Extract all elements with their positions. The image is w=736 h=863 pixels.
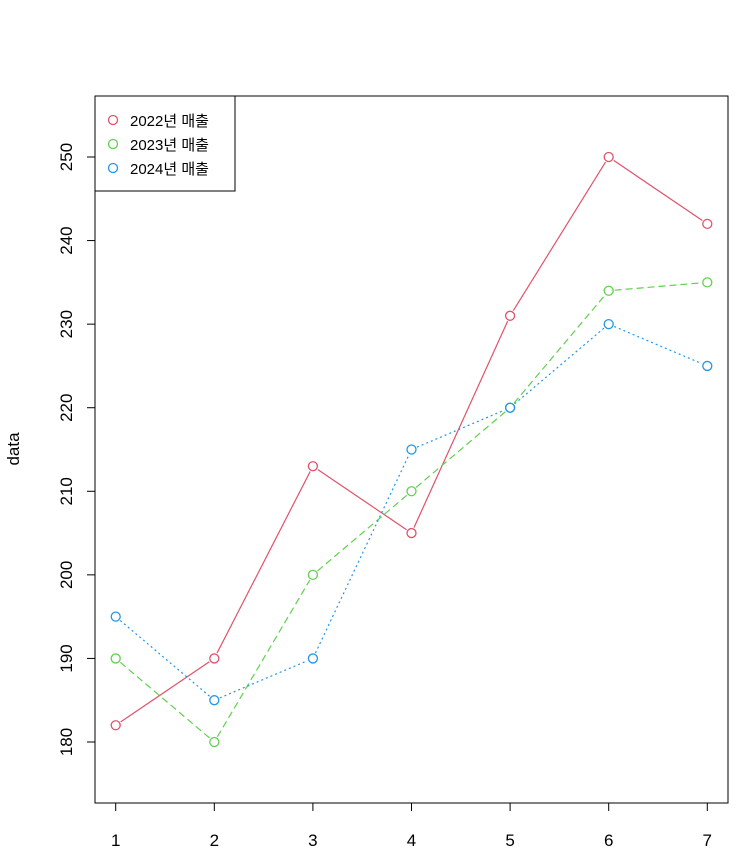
series-line-segment — [119, 661, 211, 739]
data-point — [406, 527, 417, 539]
data-point — [603, 151, 614, 163]
x-tick-label: 2 — [210, 831, 219, 850]
legend: 2022년 매출 2023년 매출 2024년 매출 — [94, 95, 236, 192]
data-point — [702, 218, 713, 230]
legend-label: 2024년 매출 — [130, 161, 209, 178]
legend-box — [94, 95, 236, 192]
series-line-segment — [317, 494, 408, 572]
data-point — [406, 444, 417, 455]
series-line-segment — [613, 159, 703, 221]
legend-marker — [107, 138, 119, 150]
data-point — [504, 402, 516, 413]
data-point — [209, 695, 220, 706]
data-point — [307, 653, 319, 664]
series-line-segment — [120, 661, 210, 723]
y-tick-label: 200 — [57, 561, 76, 589]
series-line-segment — [514, 327, 605, 405]
data-point — [504, 310, 516, 321]
y-tick-label: 180 — [57, 728, 76, 756]
x-axis: 1 2 3 4 5 6 7 — [111, 802, 712, 850]
plot-frame — [94, 95, 729, 804]
series-layer — [110, 151, 713, 748]
series-3 — [110, 318, 713, 706]
series-line-segment — [413, 321, 509, 528]
series-line-segment — [613, 325, 703, 365]
y-tick-label: 230 — [57, 310, 76, 338]
x-tick-label: 1 — [111, 831, 120, 850]
x-tick-label: 5 — [505, 831, 514, 850]
series-line-segment — [416, 409, 505, 448]
series-1 — [110, 151, 713, 731]
data-point — [603, 318, 614, 330]
y-tick-label: 210 — [57, 477, 76, 505]
data-point — [702, 277, 713, 288]
data-point — [702, 360, 713, 372]
legend-label: 2022년 매출 — [130, 113, 209, 130]
x-tick-label: 3 — [308, 831, 317, 850]
data-point — [307, 569, 319, 581]
data-point — [307, 461, 319, 472]
series-line-segment — [119, 620, 211, 697]
series-line-segment — [614, 282, 702, 291]
x-tick-label: 6 — [604, 831, 613, 850]
y-tick-label: 190 — [57, 644, 76, 672]
series-line-segment — [317, 469, 407, 531]
series-2 — [110, 277, 713, 748]
data-point — [110, 653, 121, 664]
series-line-segment — [513, 294, 606, 404]
y-tick-label: 250 — [57, 143, 76, 171]
series-line-segment — [216, 471, 311, 654]
legend-marker — [107, 162, 119, 174]
data-point — [209, 653, 220, 664]
series-line-segment — [219, 660, 308, 699]
series-line-segment — [314, 454, 410, 654]
series-line-segment — [216, 579, 311, 738]
data-point — [603, 285, 614, 296]
series-line-segment — [512, 161, 607, 312]
data-point — [406, 486, 417, 497]
y-axis: 180 190 200 210 220 230 240 250 — [57, 143, 96, 756]
y-tick-label: 240 — [57, 226, 76, 254]
legend-label: 2023년 매출 — [130, 137, 209, 154]
y-tick-label: 220 — [57, 394, 76, 422]
x-tick-label: 4 — [407, 831, 416, 850]
data-point — [110, 720, 121, 731]
y-axis-label: data — [4, 432, 23, 466]
x-tick-label: 7 — [703, 831, 712, 850]
data-point — [209, 736, 220, 748]
series-line-segment — [415, 411, 506, 488]
data-point — [110, 611, 121, 622]
legend-marker — [107, 114, 119, 126]
